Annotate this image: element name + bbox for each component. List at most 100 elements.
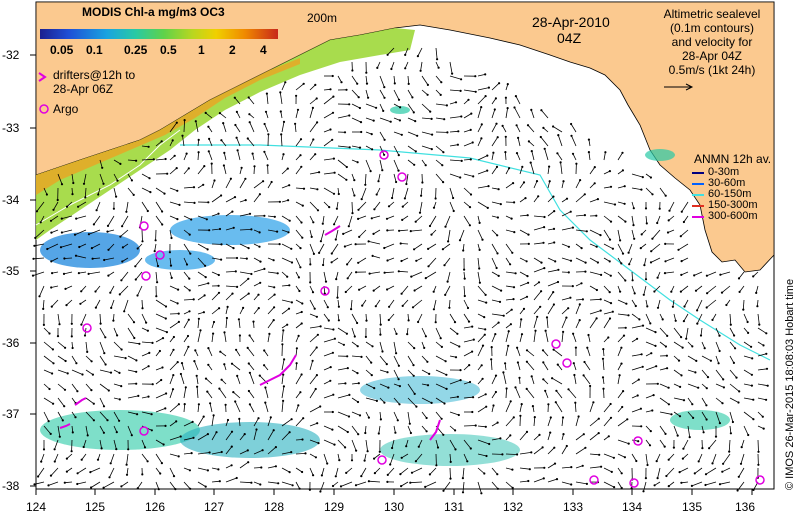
velocity-arrow-head [80,323,83,326]
velocity-arrow-head [565,316,568,319]
velocity-arrow [379,75,385,88]
velocity-arrow-head [461,491,465,494]
velocity-arrow [225,243,234,249]
velocity-arrow [477,425,486,428]
velocity-arrow-head [463,277,466,280]
velocity-arrow [155,327,168,333]
velocity-arrow [239,278,249,287]
map-time: 04Z [557,30,582,46]
velocity-arrow-head [274,446,277,449]
velocity-arrow-head [91,373,94,376]
velocity-arrow [683,439,689,449]
velocity-arrow [743,355,753,359]
velocity-arrow-head [549,416,552,419]
velocity-arrow-head [428,224,432,228]
velocity-arrow [194,360,199,371]
velocity-arrow [281,284,290,287]
velocity-arrow-head [288,219,291,222]
velocity-arrow [552,126,563,133]
velocity-arrow-head [337,192,340,196]
velocity-arrow [542,350,549,357]
velocity-arrow [657,467,661,479]
velocity-arrow-head [413,163,416,166]
velocity-arrow [415,215,423,222]
velocity-arrow-head [552,348,555,351]
velocity-arrow [374,467,381,474]
velocity-arrow-head [309,281,312,284]
velocity-arrow-head [295,347,298,350]
velocity-arrow-head [513,201,516,204]
velocity-arrow [519,296,528,301]
velocity-arrow-head [354,243,357,246]
velocity-arrow-head [286,323,289,326]
velocity-arrow-head [549,431,552,434]
velocity-arrow [491,243,498,254]
velocity-arrow [337,75,342,83]
velocity-arrow [225,306,228,315]
velocity-arrow [379,313,382,325]
velocity-arrow-head [495,165,499,168]
velocity-arrow [673,397,685,401]
velocity-arrow-head [358,146,362,149]
velocity-arrow-head [235,256,239,260]
velocity-arrow-head [507,344,510,347]
velocity-arrow [379,341,383,352]
velocity-arrow [491,481,499,490]
velocity-arrow-head [251,152,254,155]
velocity-arrow [372,255,381,259]
altimetry-info: Altimetric sealevel (0.1m contours) and … [652,7,772,77]
velocity-arrow [435,327,442,339]
velocity-arrow-head [579,179,582,182]
velocity-arrow [449,453,452,462]
velocity-arrow-head [52,362,55,365]
velocity-arrow [121,271,129,281]
velocity-arrow [491,152,494,161]
velocity-arrow [575,243,582,249]
velocity-arrow [103,481,115,489]
velocity-arrow-head [387,386,390,389]
velocity-arrow-head [70,335,73,338]
velocity-arrow-head [434,197,437,200]
velocity-arrow [379,103,384,112]
velocity-arrow [85,369,94,375]
velocity-arrow [197,215,207,220]
velocity-arrow-head [46,247,49,251]
velocity-arrow-head [147,365,150,368]
velocity-arrow [358,201,367,211]
velocity-arrow-head [690,484,694,487]
velocity-arrow [253,467,262,469]
velocity-arrow [323,96,334,105]
velocity-arrow-head [722,386,726,389]
velocity-arrow [491,438,501,441]
velocity-arrow [253,268,265,273]
velocity-arrow-head [48,387,51,391]
velocity-arrow-head [762,344,765,347]
velocity-arrow-head [188,233,191,236]
velocity-arrow [664,271,675,274]
velocity-arrow [337,299,340,307]
velocity-arrow [391,187,395,199]
velocity-arrow-head [610,470,613,473]
velocity-arrow-head [135,382,138,385]
velocity-arrow [183,168,190,175]
velocity-arrow-head [528,468,531,471]
velocity-arrow-head [520,318,523,321]
axis-tick-marks [30,54,753,495]
velocity-arrow-head [40,460,43,463]
velocity-arrow [706,271,717,277]
velocity-arrow-head [322,263,325,267]
velocity-arrow-head [297,334,300,337]
velocity-arrow-head [106,224,110,227]
velocity-arrow-head [637,440,640,443]
velocity-arrow-head [235,476,238,480]
velocity-arrow-head [121,260,124,263]
velocity-arrow [505,453,518,455]
velocity-arrow-head [337,319,340,322]
velocity-arrow [127,159,137,162]
velocity-arrow-head [548,165,551,168]
velocity-arrow-head [209,402,212,405]
velocity-arrow-head [631,279,634,282]
velocity-arrow-head [136,413,139,416]
velocity-arrow-head [215,431,218,434]
velocity-arrow [183,421,193,427]
